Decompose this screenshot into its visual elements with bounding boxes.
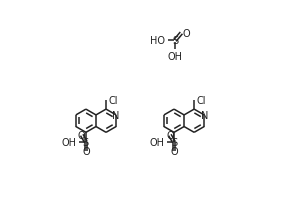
Text: O: O: [82, 146, 90, 156]
Text: O: O: [166, 130, 174, 140]
Text: O: O: [78, 130, 85, 140]
Text: N: N: [201, 110, 208, 120]
Text: OH: OH: [150, 138, 165, 147]
Text: Cl: Cl: [108, 96, 118, 106]
Text: Cl: Cl: [197, 96, 206, 106]
Text: S: S: [83, 138, 89, 147]
Text: OH: OH: [168, 52, 182, 61]
Text: HO: HO: [149, 36, 165, 46]
Text: N: N: [112, 110, 120, 120]
Text: S: S: [171, 138, 177, 147]
Text: S: S: [172, 36, 178, 46]
Text: O: O: [183, 29, 190, 39]
Text: O: O: [170, 146, 178, 156]
Text: OH: OH: [62, 138, 77, 147]
